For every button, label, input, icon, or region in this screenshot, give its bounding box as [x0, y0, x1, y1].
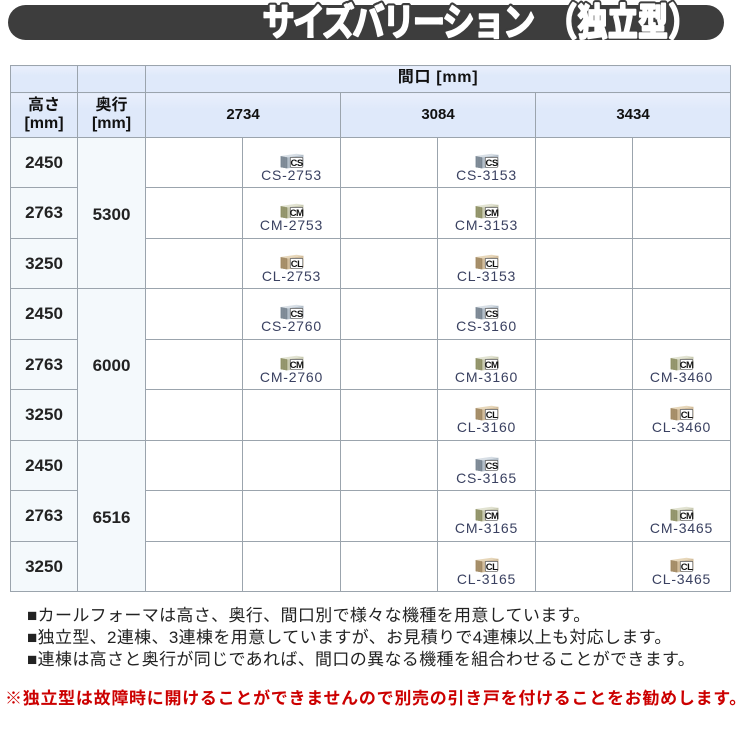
- svg-text:サイズバリーション: サイズバリーション: [262, 1, 534, 40]
- svg-text:（独立型）: （独立型）: [548, 2, 699, 40]
- svg-text:（独立型）: （独立型）: [548, 2, 699, 40]
- svg-text:サイズバリーション: サイズバリーション: [262, 1, 534, 40]
